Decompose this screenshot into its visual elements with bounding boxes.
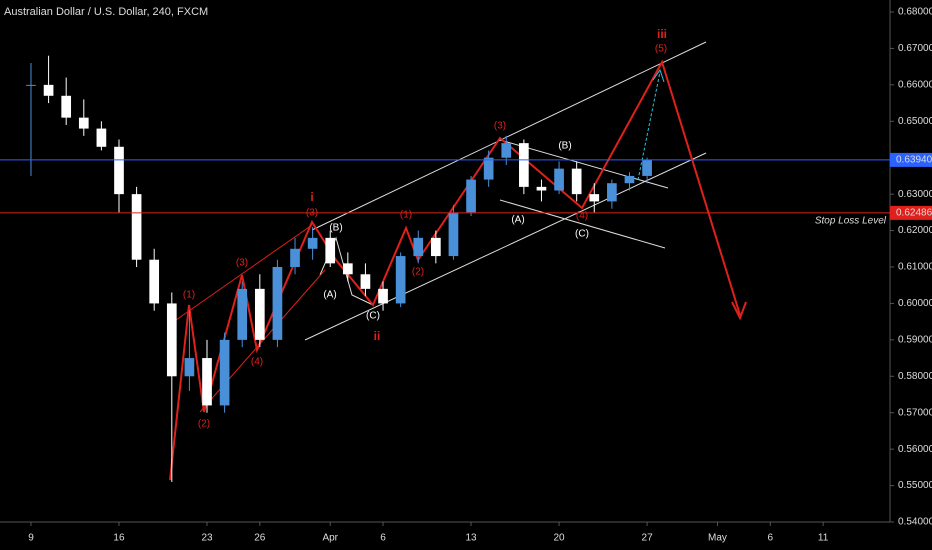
y-tick-label: 0.54000 bbox=[898, 517, 932, 528]
y-tick-label: 0.63000 bbox=[898, 189, 932, 200]
projection bbox=[637, 71, 661, 181]
candle-body bbox=[184, 358, 195, 377]
candle-body bbox=[237, 288, 248, 340]
candle-body bbox=[96, 128, 107, 147]
candle-body bbox=[78, 117, 89, 129]
x-tick-label: 23 bbox=[201, 533, 213, 544]
channel-line bbox=[499, 199, 666, 249]
wave-label: (C) bbox=[575, 229, 589, 240]
x-tick-label: 9 bbox=[28, 533, 34, 544]
y-tick-label: 0.57000 bbox=[898, 407, 932, 418]
y-tick-label: 0.55000 bbox=[898, 480, 932, 491]
candle-body bbox=[413, 237, 424, 257]
wave-label: i bbox=[310, 190, 313, 204]
wave-label: (1) bbox=[183, 290, 195, 301]
channel-line bbox=[311, 41, 707, 231]
y-tick-label: 0.60000 bbox=[898, 298, 932, 309]
candle-body bbox=[114, 146, 124, 195]
y-tick-label: 0.65000 bbox=[898, 116, 932, 127]
x-tick-label: 6 bbox=[380, 533, 386, 544]
wave-label: (A) bbox=[511, 215, 524, 226]
candle-body bbox=[342, 263, 353, 275]
x-tick-label: 16 bbox=[113, 533, 125, 544]
x-tick-label: 11 bbox=[818, 533, 829, 544]
y-tick-label: 0.62000 bbox=[898, 225, 932, 236]
arrow-head bbox=[731, 301, 747, 321]
channel-line bbox=[304, 152, 707, 341]
x-tick-label: 20 bbox=[554, 533, 566, 544]
candle-body bbox=[166, 303, 177, 377]
candle-body bbox=[202, 358, 212, 406]
y-tick-label: 0.61000 bbox=[898, 262, 932, 273]
wave-label: (3) bbox=[306, 208, 318, 219]
wave-label: (C) bbox=[366, 311, 380, 322]
wave-label: (3) bbox=[236, 258, 248, 269]
candle-body bbox=[589, 194, 600, 202]
candle-body bbox=[378, 288, 388, 304]
wave-label: (3) bbox=[494, 121, 506, 132]
wave-label: (B) bbox=[558, 141, 571, 152]
candle-body bbox=[624, 175, 635, 184]
candle-body bbox=[448, 212, 459, 257]
candle-body bbox=[571, 168, 582, 195]
level-label-box bbox=[890, 205, 932, 220]
candle-body bbox=[43, 84, 54, 96]
candle-body bbox=[61, 95, 72, 118]
x-tick-label: 6 bbox=[768, 533, 774, 544]
x-tick-label: 26 bbox=[254, 533, 266, 544]
wave-label: (4) bbox=[576, 211, 588, 222]
candle-body bbox=[501, 143, 512, 158]
y-tick-label: 0.68000 bbox=[898, 7, 932, 18]
level-name: Stop Loss Level bbox=[815, 216, 887, 227]
y-tick-label: 0.66000 bbox=[898, 79, 932, 90]
level-label: 0.63940 bbox=[896, 155, 932, 166]
wave-label: (A) bbox=[323, 290, 336, 301]
arrow-head bbox=[652, 68, 665, 83]
wave-label: (1) bbox=[400, 210, 412, 221]
annotations: (1) (2) (3) (4) i (3) (B) (A) (C) ii (1)… bbox=[183, 27, 667, 429]
candle-body bbox=[307, 237, 318, 249]
x-tick-label: 27 bbox=[642, 533, 654, 544]
candle-body bbox=[483, 157, 494, 180]
x-tick-label: 13 bbox=[465, 533, 477, 544]
x-tick-label: May bbox=[708, 533, 727, 544]
level-label-box bbox=[890, 152, 932, 167]
candle-body bbox=[554, 168, 564, 191]
y-tick-label: 0.58000 bbox=[898, 371, 932, 382]
y-tick-label: 0.56000 bbox=[898, 444, 932, 455]
candle-body bbox=[149, 259, 160, 304]
wave-label: (2) bbox=[198, 419, 210, 430]
wave-label: ii bbox=[374, 329, 381, 343]
candle-body bbox=[26, 84, 36, 86]
candle-body bbox=[272, 267, 283, 340]
y-tick-label: 0.67000 bbox=[898, 43, 932, 54]
y-tick-label: 0.59000 bbox=[898, 334, 932, 345]
candle-body bbox=[519, 143, 529, 187]
wave-label: (B) bbox=[329, 223, 342, 234]
wave-label: iii bbox=[657, 27, 667, 41]
level-label: 0.62486 bbox=[896, 208, 932, 219]
candle-body bbox=[219, 339, 230, 406]
candle-body bbox=[131, 194, 142, 260]
candle-body bbox=[325, 237, 336, 264]
candle-body bbox=[360, 274, 371, 289]
candle-body bbox=[290, 248, 300, 267]
candle-body bbox=[607, 183, 617, 202]
wave-label: (2) bbox=[412, 267, 424, 278]
candle-body bbox=[254, 288, 265, 340]
candle-body bbox=[395, 256, 406, 304]
candle-body bbox=[431, 237, 441, 257]
wave-channel bbox=[175, 224, 313, 321]
wave-label: (4) bbox=[251, 357, 263, 368]
chart-title: Australian Dollar / U.S. Dollar, 240, FX… bbox=[4, 6, 208, 18]
candle-body bbox=[642, 159, 652, 176]
wave-label: (5) bbox=[655, 44, 667, 55]
candle-body bbox=[536, 186, 547, 191]
x-tick-label: Apr bbox=[322, 533, 338, 544]
candle-body bbox=[466, 179, 476, 213]
